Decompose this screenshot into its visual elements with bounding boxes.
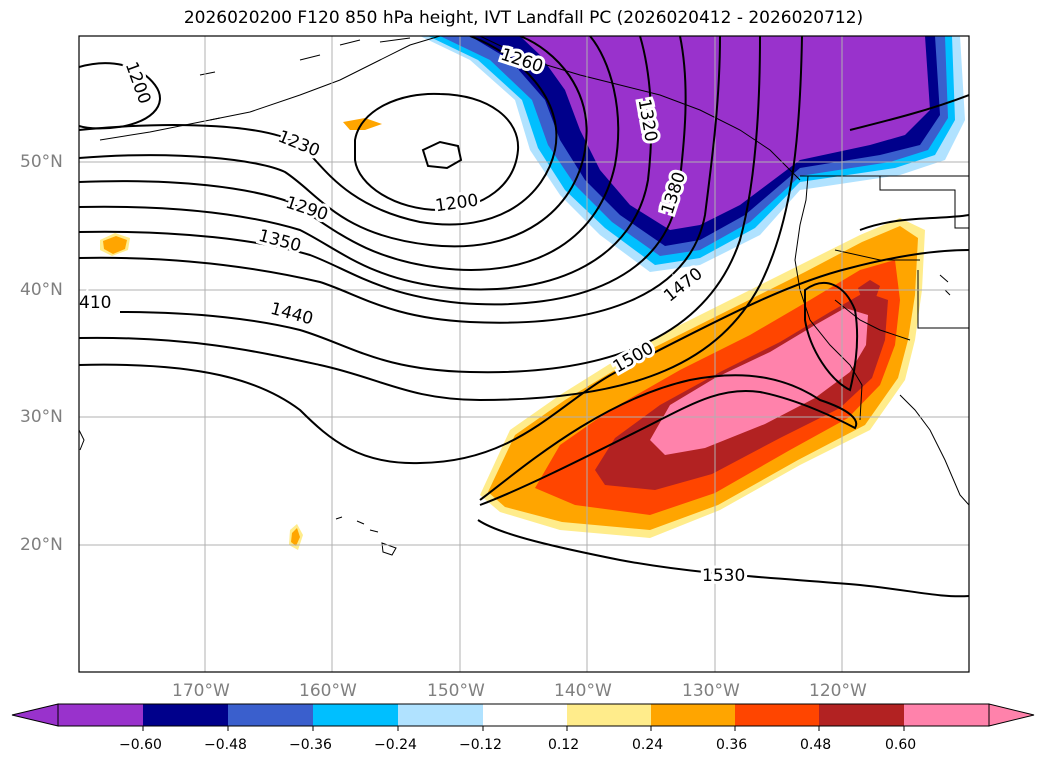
lat-label: 50°N	[20, 152, 63, 172]
colorbar-segment	[228, 704, 313, 726]
lon-label: 130°W	[682, 681, 740, 701]
colorbar-segment	[58, 704, 143, 726]
lon-label: 170°W	[172, 681, 230, 701]
contour-label: 1230	[275, 127, 323, 162]
lat-label: 30°N	[20, 407, 63, 427]
colorbar-segment	[567, 704, 651, 726]
lat-label: 20°N	[20, 535, 63, 555]
lon-label: 160°W	[299, 681, 357, 701]
colorbar-segment	[904, 704, 989, 726]
height-contours	[79, 36, 969, 598]
contour-label: 1290	[283, 193, 330, 225]
colorbar-tick-label: −0.60	[119, 737, 162, 753]
map-frame	[78, 35, 970, 673]
map-title: 2026020200 F120 850 hPa height, IVT Land…	[183, 8, 864, 28]
colorbar-segment	[398, 704, 483, 726]
colorbar-tick-label: 0.48	[800, 737, 832, 753]
colorbar-tick-label: −0.24	[374, 737, 417, 753]
colorbar-segment	[819, 704, 904, 726]
lon-label: 140°W	[554, 681, 612, 701]
contour-label: 1350	[256, 226, 303, 257]
colorbar-extend-min	[11, 703, 59, 727]
contour-label: 1200	[121, 59, 155, 106]
colorbar-segment	[651, 704, 735, 726]
colorbar	[11, 703, 1035, 731]
contour-label: 1530	[702, 566, 745, 586]
colorbar-tick-label: 0.36	[716, 737, 748, 753]
colorbar-segment	[483, 704, 567, 726]
contour-label: 1470	[660, 264, 706, 306]
colorbar-tick-label: −0.48	[204, 737, 247, 753]
colorbar-tick-label: 0.24	[632, 737, 664, 753]
colorbar-tick-label: −0.12	[459, 737, 502, 753]
lon-label: 120°W	[809, 681, 867, 701]
lon-label: 150°W	[427, 681, 485, 701]
map-plot-area: 1200 1200 1230 1260 1290 1320 1350 1380 …	[79, 36, 969, 672]
graticule	[79, 36, 969, 672]
colorbar-segment	[735, 704, 819, 726]
colorbar-tick-label: 0.12	[548, 737, 580, 753]
colorbar-segment	[313, 704, 398, 726]
colorbar-extend-max	[988, 703, 1035, 727]
colorbar-tick-label: 0.60	[885, 737, 917, 753]
contour-label: 1200	[434, 191, 480, 217]
colorbar-segment	[143, 704, 228, 726]
contour-label: 410	[79, 293, 111, 313]
colorbar-tick-label: −0.36	[289, 737, 332, 753]
lat-label: 40°N	[20, 280, 63, 300]
